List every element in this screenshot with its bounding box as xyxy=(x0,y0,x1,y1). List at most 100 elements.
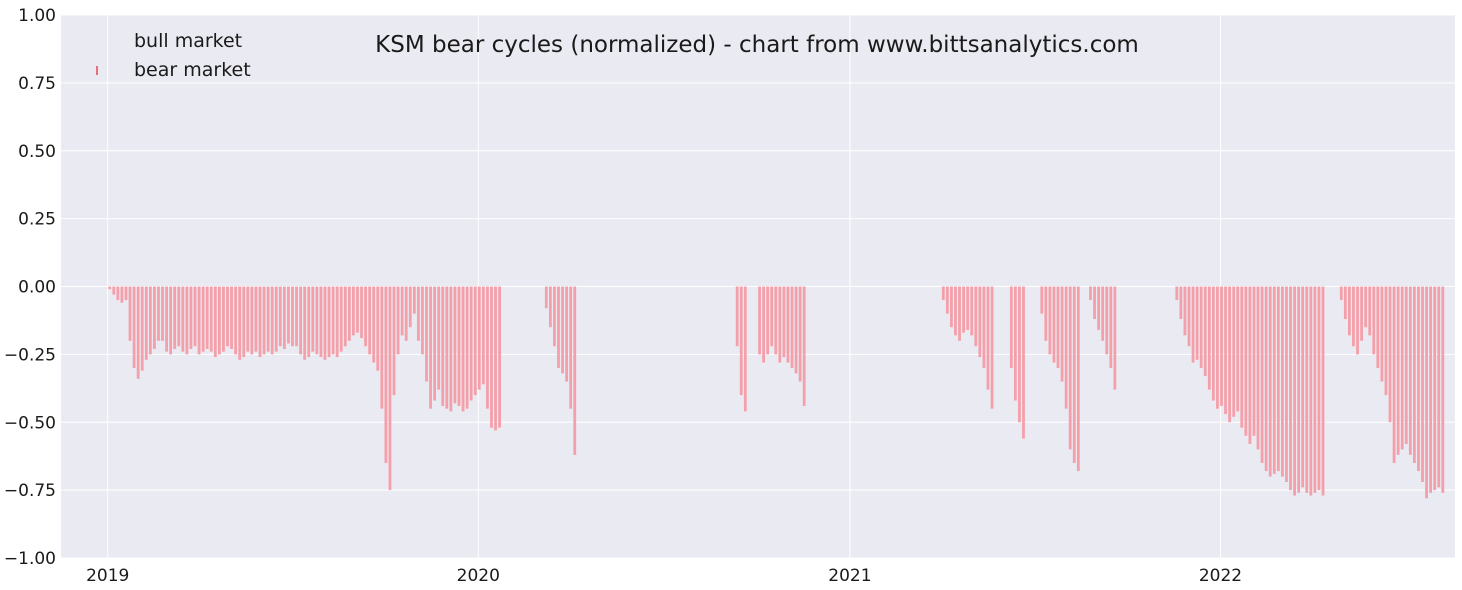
bear-bar xyxy=(453,286,457,404)
bear-bar xyxy=(299,286,303,355)
bear-bar xyxy=(303,286,307,360)
bear-bar xyxy=(766,286,770,355)
bear-bar xyxy=(1068,286,1072,450)
bear-bar xyxy=(1392,286,1396,463)
bear-bar xyxy=(1175,286,1179,301)
bear-bar xyxy=(798,286,802,382)
bear-bar xyxy=(1280,286,1284,477)
bear-bar xyxy=(1388,286,1392,423)
bear-bar xyxy=(950,286,953,328)
bear-bar xyxy=(1421,286,1424,482)
bear-bar xyxy=(201,286,205,352)
bear-bar xyxy=(169,286,173,355)
bear-bar xyxy=(148,286,152,355)
bear-bar xyxy=(181,286,185,352)
bear-bar xyxy=(954,286,957,336)
y-tick-label: −0.25 xyxy=(4,345,56,365)
y-tick-label: 0.75 xyxy=(18,74,56,94)
bear-bar xyxy=(1044,286,1048,341)
bear-bar xyxy=(153,286,156,349)
bear-bar xyxy=(1396,286,1400,455)
bear-bar xyxy=(941,286,945,301)
y-tick-label: 0.00 xyxy=(18,278,56,298)
bear-bar xyxy=(990,286,994,409)
bear-bar xyxy=(565,286,569,382)
bear-bar xyxy=(1317,286,1321,491)
bear-bar xyxy=(739,286,743,396)
bear-bar xyxy=(120,286,124,303)
bear-bar xyxy=(1089,286,1092,301)
bear-bar xyxy=(258,286,262,358)
bear-bar xyxy=(266,286,270,352)
bear-bar xyxy=(347,286,351,341)
bear-bar xyxy=(1348,286,1351,336)
bear-bar xyxy=(339,286,343,352)
bear-bar xyxy=(1232,286,1236,417)
bear-bar xyxy=(1321,286,1325,496)
bear-bar xyxy=(124,286,128,301)
bear-bar xyxy=(380,286,384,409)
bear-bar xyxy=(392,286,396,396)
bear-bar xyxy=(437,286,441,390)
bear-bar xyxy=(1211,286,1215,401)
bear-bar xyxy=(1076,286,1080,472)
bear-bar xyxy=(1199,286,1203,368)
bear-bar xyxy=(1220,286,1223,406)
bear-bar xyxy=(360,286,363,339)
bear-bar xyxy=(274,286,278,352)
y-tick-label: 1.00 xyxy=(18,6,56,26)
bear-bar xyxy=(327,286,331,358)
bear-bar xyxy=(1052,286,1056,363)
bear-bar xyxy=(778,286,782,363)
bear-bar xyxy=(1228,286,1232,423)
bear-bar xyxy=(234,286,238,355)
bear-bar xyxy=(193,286,197,347)
bear-bar xyxy=(1244,286,1248,436)
bear-bar xyxy=(553,286,556,347)
bear-bar xyxy=(173,286,177,349)
bear-bar xyxy=(770,286,774,347)
bear-bar xyxy=(461,286,465,412)
bear-bar xyxy=(136,286,140,379)
bear-bar xyxy=(116,286,120,301)
bear-bar xyxy=(396,286,400,355)
bear-bar xyxy=(429,286,432,409)
bear-bar xyxy=(1285,286,1288,482)
bear-bar xyxy=(242,286,246,358)
bear-bar xyxy=(490,286,493,428)
bear-bar xyxy=(205,286,209,349)
bear-bar xyxy=(246,286,250,352)
bear-bar xyxy=(311,286,315,352)
bear-bar xyxy=(1404,286,1408,444)
bear-bar xyxy=(282,286,286,349)
bear-bar xyxy=(291,286,294,347)
bear-bar xyxy=(323,286,327,360)
bear-bar xyxy=(209,286,213,352)
bear-bar xyxy=(1224,286,1227,415)
bear-bar xyxy=(356,286,359,333)
y-tick-label: −1.00 xyxy=(4,549,56,569)
bear-bar xyxy=(189,286,193,349)
bear-bar xyxy=(1339,286,1343,301)
bear-bar xyxy=(112,286,116,295)
bear-bar xyxy=(433,286,437,401)
bear-bar xyxy=(786,286,790,363)
x-tick-label: 2020 xyxy=(457,566,500,586)
bear-bar xyxy=(384,286,388,463)
bear-bar xyxy=(108,286,112,290)
bear-bar xyxy=(1256,286,1260,450)
bear-bar xyxy=(573,286,577,455)
bear-bar xyxy=(416,286,420,341)
bear-bar xyxy=(1437,286,1441,488)
bear-bar xyxy=(1187,286,1191,347)
bear-bar xyxy=(388,286,392,491)
bear-bar xyxy=(735,286,739,347)
bear-bar xyxy=(250,286,254,355)
legend: bull market bear market xyxy=(96,30,251,81)
bear-bar xyxy=(1417,286,1420,472)
bear-bar xyxy=(449,286,453,412)
bear-bar xyxy=(1093,286,1096,320)
bear-bar xyxy=(494,286,497,431)
bear-bar xyxy=(966,286,970,330)
bear-bar xyxy=(157,286,160,341)
